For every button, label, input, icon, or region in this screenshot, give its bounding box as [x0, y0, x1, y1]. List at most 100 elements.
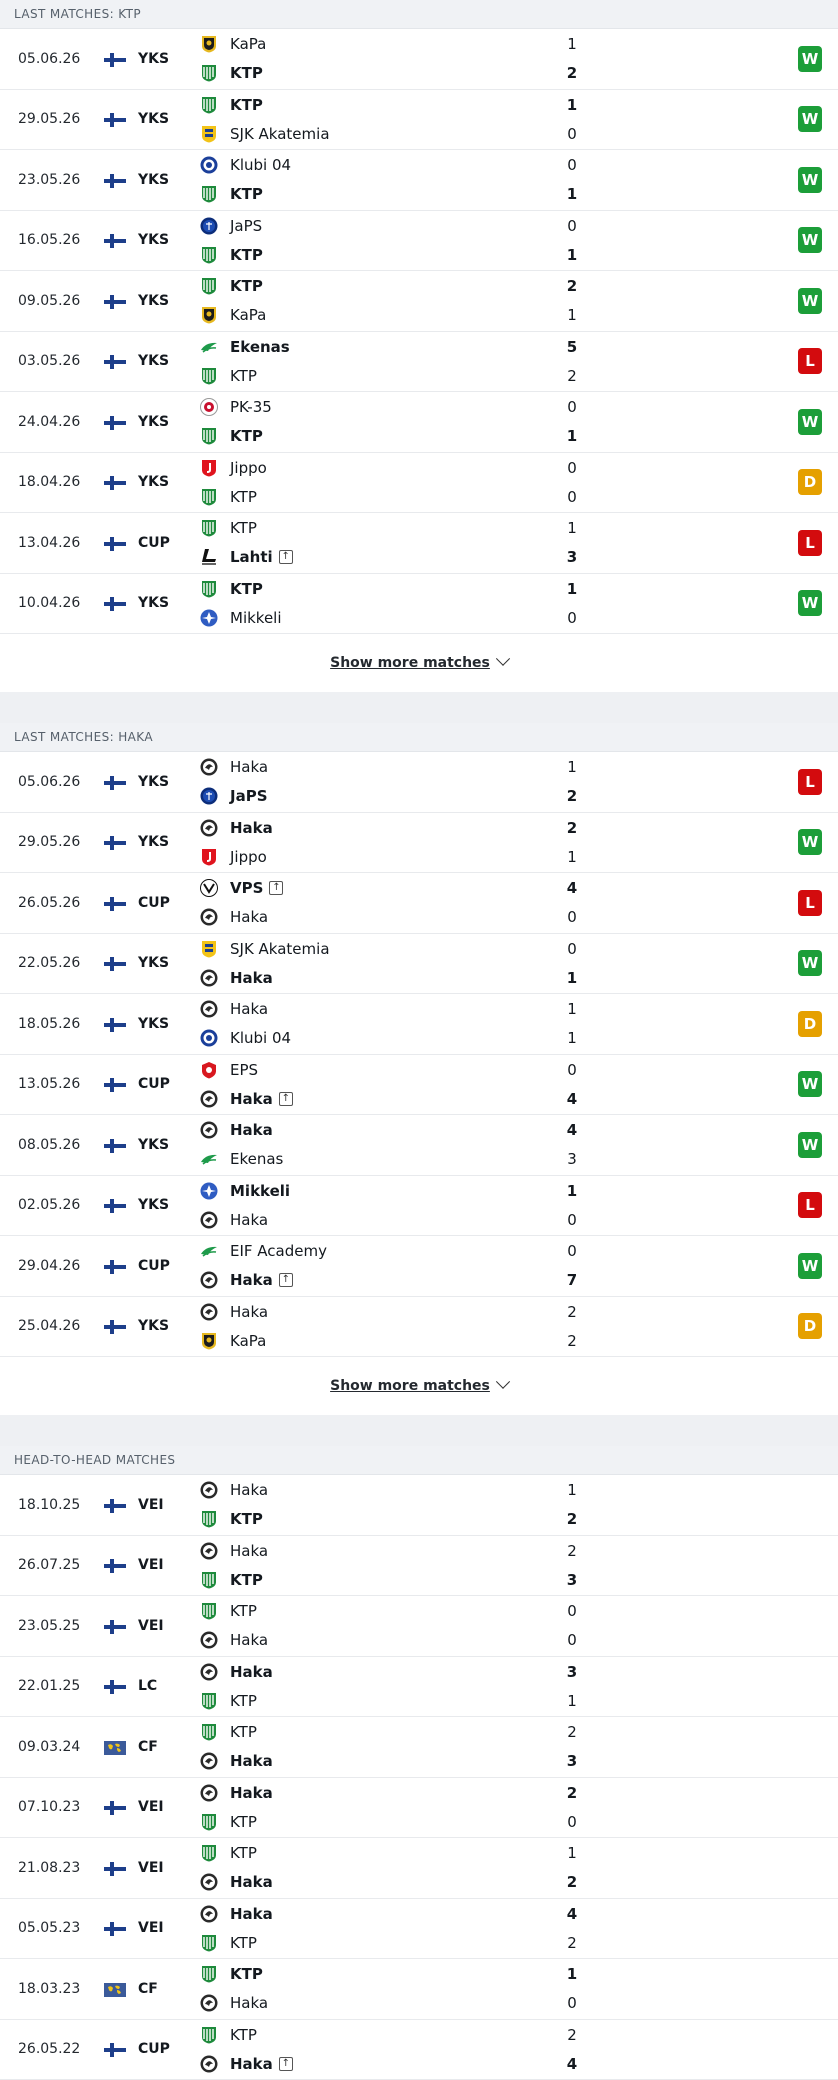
- competition-label[interactable]: YKS: [138, 172, 200, 188]
- team-line[interactable]: Ekenas: [200, 336, 552, 357]
- competition-label[interactable]: CF: [138, 1981, 200, 1997]
- team-name[interactable]: KTP: [230, 1965, 263, 1983]
- team-name[interactable]: KTP: [230, 519, 257, 537]
- team-line[interactable]: EIF Academy: [200, 1241, 552, 1262]
- team-line[interactable]: KTP: [200, 184, 552, 205]
- competition-label[interactable]: YKS: [138, 955, 200, 971]
- team-name[interactable]: Haka: [230, 1121, 273, 1139]
- team-name[interactable]: KaPa: [230, 35, 266, 53]
- team-name[interactable]: KTP: [230, 1844, 257, 1862]
- competition-label[interactable]: CUP: [138, 2041, 200, 2057]
- team-name[interactable]: KTP: [230, 277, 263, 295]
- team-name[interactable]: KTP: [230, 246, 263, 264]
- team-line[interactable]: PK-35: [200, 397, 552, 418]
- competition-label[interactable]: YKS: [138, 111, 200, 127]
- team-name[interactable]: EPS: [230, 1061, 258, 1079]
- team-name[interactable]: KTP: [230, 1571, 263, 1589]
- team-line[interactable]: KTP: [200, 1509, 552, 1530]
- team-line[interactable]: Haka: [200, 967, 552, 988]
- competition-label[interactable]: VEI: [138, 1799, 200, 1815]
- competition-label[interactable]: VEI: [138, 1860, 200, 1876]
- team-line[interactable]: Haka↑: [200, 2053, 552, 2074]
- team-name[interactable]: KTP: [230, 1813, 257, 1831]
- team-line[interactable]: KTP: [200, 486, 552, 507]
- team-name[interactable]: KTP: [230, 1934, 257, 1952]
- team-name[interactable]: Lahti: [230, 548, 273, 566]
- competition-label[interactable]: YKS: [138, 595, 200, 611]
- team-line[interactable]: KTP: [200, 1811, 552, 1832]
- team-line[interactable]: Lahti↑: [200, 547, 552, 568]
- competition-label[interactable]: CUP: [138, 1076, 200, 1092]
- team-name[interactable]: Haka: [230, 1211, 268, 1229]
- team-line[interactable]: Haka: [200, 999, 552, 1020]
- team-name[interactable]: Haka: [230, 2055, 273, 2073]
- team-line[interactable]: Haka: [200, 1120, 552, 1141]
- team-line[interactable]: Haka: [200, 757, 552, 778]
- competition-label[interactable]: CUP: [138, 1258, 200, 1274]
- team-line[interactable]: Haka↑: [200, 1270, 552, 1291]
- team-line[interactable]: KTP: [200, 276, 552, 297]
- team-line[interactable]: KaPa: [200, 305, 552, 326]
- team-line[interactable]: Haka: [200, 1480, 552, 1501]
- team-name[interactable]: Haka: [230, 1481, 268, 1499]
- team-name[interactable]: KTP: [230, 488, 257, 506]
- team-name[interactable]: KaPa: [230, 306, 266, 324]
- team-name[interactable]: VPS: [230, 879, 263, 897]
- competition-label[interactable]: YKS: [138, 834, 200, 850]
- team-name[interactable]: Haka: [230, 1271, 273, 1289]
- team-line[interactable]: JaPS: [200, 215, 552, 236]
- team-name[interactable]: SJK Akatemia: [230, 940, 330, 958]
- show-more-button[interactable]: Show more matches: [0, 634, 838, 692]
- team-name[interactable]: Haka: [230, 1000, 268, 1018]
- team-line[interactable]: KTP: [200, 1964, 552, 1985]
- team-name[interactable]: Jippo: [230, 459, 267, 477]
- competition-label[interactable]: YKS: [138, 232, 200, 248]
- competition-label[interactable]: VEI: [138, 1497, 200, 1513]
- team-line[interactable]: Haka↑: [200, 1088, 552, 1109]
- team-name[interactable]: Haka: [230, 819, 273, 837]
- team-line[interactable]: Haka: [200, 1993, 552, 2014]
- team-name[interactable]: KTP: [230, 1510, 263, 1528]
- team-line[interactable]: KTP: [200, 1601, 552, 1622]
- team-name[interactable]: Haka: [230, 1905, 273, 1923]
- team-name[interactable]: KTP: [230, 427, 263, 445]
- team-line[interactable]: Haka: [200, 907, 552, 928]
- competition-label[interactable]: VEI: [138, 1618, 200, 1634]
- team-line[interactable]: Haka: [200, 817, 552, 838]
- team-line[interactable]: Haka: [200, 1903, 552, 1924]
- team-line[interactable]: Haka: [200, 1209, 552, 1230]
- team-name[interactable]: Haka: [230, 758, 268, 776]
- team-name[interactable]: KaPa: [230, 1332, 266, 1350]
- competition-label[interactable]: YKS: [138, 353, 200, 369]
- team-line[interactable]: Jippo: [200, 457, 552, 478]
- competition-label[interactable]: CUP: [138, 535, 200, 551]
- competition-label[interactable]: YKS: [138, 1197, 200, 1213]
- team-line[interactable]: Haka: [200, 1782, 552, 1803]
- competition-label[interactable]: CUP: [138, 895, 200, 911]
- team-line[interactable]: KTP: [200, 518, 552, 539]
- competition-label[interactable]: VEI: [138, 1920, 200, 1936]
- team-name[interactable]: Haka: [230, 1752, 273, 1770]
- team-line[interactable]: Ekenas: [200, 1149, 552, 1170]
- team-name[interactable]: Klubi 04: [230, 1029, 291, 1047]
- competition-label[interactable]: VEI: [138, 1557, 200, 1573]
- competition-label[interactable]: YKS: [138, 1016, 200, 1032]
- team-line[interactable]: Haka: [200, 1872, 552, 1893]
- team-line[interactable]: KTP: [200, 94, 552, 115]
- team-name[interactable]: Mikkeli: [230, 609, 282, 627]
